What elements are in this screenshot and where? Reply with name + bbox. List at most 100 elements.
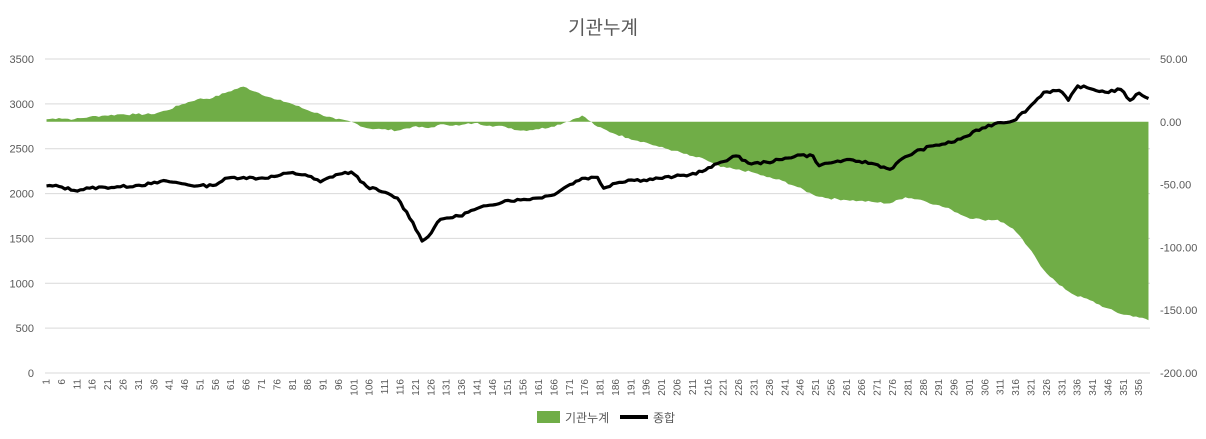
- x-tick-label-256: 256: [826, 379, 837, 396]
- x-axis: 1 6 11 16 21 26 31 36 41 46 51 56 61 66 71 76 81 86 91 96 10…: [42, 379, 1146, 396]
- x-tick-label-76: 76: [272, 379, 283, 391]
- x-tick-label-66: 66: [242, 379, 253, 391]
- x-tick-label-61: 61: [226, 379, 237, 391]
- x-tick-label-311: 311: [996, 379, 1007, 395]
- x-tick-label-176: 176: [580, 379, 591, 396]
- x-tick-label-196: 196: [642, 379, 653, 396]
- x-tick-label-221: 221: [719, 379, 730, 396]
- x-tick-label-286: 286: [919, 379, 930, 396]
- legend-swatch-area: [537, 411, 560, 423]
- left-tick-label-6: 3000: [10, 99, 34, 111]
- x-tick-label-321: 321: [1026, 379, 1037, 396]
- x-tick-label-146: 146: [488, 379, 499, 396]
- x-tick-label-116: 116: [396, 379, 407, 395]
- x-tick-label-51: 51: [195, 379, 206, 391]
- x-tick-label-11: 11: [72, 379, 83, 390]
- x-tick-label-161: 161: [534, 379, 545, 396]
- x-tick-label-36: 36: [149, 379, 160, 391]
- right-axis: 50.00 0.00 -50.00 -100.00 -150.00 -200.00: [1160, 54, 1197, 380]
- x-tick-label-281: 281: [903, 379, 914, 396]
- left-tick-label-7: 3500: [10, 54, 34, 66]
- x-tick-label-191: 191: [626, 379, 637, 396]
- x-tick-label-71: 71: [257, 379, 268, 391]
- x-tick-label-156: 156: [519, 379, 530, 396]
- x-tick-label-261: 261: [842, 379, 853, 396]
- x-tick-label-16: 16: [88, 379, 99, 391]
- left-tick-label-5: 2500: [10, 144, 34, 156]
- right-tick-label-4: -150.00: [1160, 305, 1197, 317]
- x-tick-label-316: 316: [1011, 379, 1022, 396]
- x-tick-label-351: 351: [1119, 379, 1130, 396]
- x-tick-label-96: 96: [334, 379, 345, 391]
- x-tick-label-141: 141: [472, 379, 483, 396]
- x-tick-label-151: 151: [503, 379, 514, 396]
- legend: 기관누계 종합: [537, 411, 675, 425]
- legend-label-line: 종합: [653, 411, 675, 425]
- x-tick-label-56: 56: [211, 379, 222, 391]
- left-tick-label-1: 500: [16, 323, 34, 335]
- x-tick-label-241: 241: [780, 379, 791, 396]
- right-tick-label-0: 50.00: [1160, 54, 1188, 66]
- x-tick-label-86: 86: [303, 379, 314, 391]
- x-tick-label-236: 236: [765, 379, 776, 396]
- x-tick-label-356: 356: [1134, 379, 1145, 396]
- x-tick-label-336: 336: [1073, 379, 1084, 396]
- x-tick-label-186: 186: [611, 379, 622, 396]
- x-tick-label-306: 306: [980, 379, 991, 396]
- x-tick-label-101: 101: [349, 379, 360, 396]
- x-tick-label-91: 91: [319, 379, 330, 391]
- x-tick-label-231: 231: [749, 379, 760, 396]
- x-tick-label-216: 216: [703, 379, 714, 396]
- left-axis: 0 500 1000 1500 2000 2500 3000 3500: [10, 54, 34, 380]
- area-series: [46, 86, 1149, 321]
- x-tick-label-21: 21: [103, 379, 114, 391]
- x-tick-label-271: 271: [873, 379, 884, 396]
- x-tick-label-201: 201: [657, 379, 668, 396]
- x-tick-label-111: 111: [380, 379, 391, 395]
- x-tick-label-121: 121: [411, 379, 422, 396]
- x-tick-label-211: 211: [688, 379, 699, 395]
- x-tick-label-346: 346: [1103, 379, 1114, 396]
- x-tick-label-266: 266: [857, 379, 868, 396]
- x-tick-label-206: 206: [673, 379, 684, 396]
- x-tick-label-331: 331: [1057, 379, 1068, 396]
- x-tick-label-126: 126: [426, 379, 437, 396]
- x-tick-label-226: 226: [734, 379, 745, 396]
- x-tick-label-106: 106: [365, 379, 376, 396]
- right-tick-label-5: -200.00: [1160, 368, 1197, 380]
- x-tick-label-341: 341: [1088, 379, 1099, 396]
- line-series: [46, 84, 1150, 243]
- x-tick-label-296: 296: [950, 379, 961, 396]
- x-tick-label-276: 276: [888, 379, 899, 396]
- chart-title: 기관누계: [568, 17, 638, 39]
- x-tick-label-326: 326: [1042, 379, 1053, 396]
- legend-label-area: 기관누계: [565, 411, 609, 425]
- x-tick-label-301: 301: [965, 379, 976, 396]
- left-tick-label-0: 0: [28, 368, 34, 380]
- x-tick-label-26: 26: [118, 379, 129, 391]
- area-series-path: [46, 86, 1149, 321]
- x-tick-label-131: 131: [442, 379, 453, 396]
- x-tick-label-246: 246: [796, 379, 807, 396]
- x-tick-label-6: 6: [57, 379, 68, 385]
- left-tick-label-3: 1500: [10, 233, 34, 245]
- line-series-path: [46, 84, 1150, 243]
- x-tick-label-41: 41: [165, 379, 176, 391]
- x-tick-label-136: 136: [457, 379, 468, 396]
- x-tick-label-46: 46: [180, 379, 191, 391]
- left-tick-label-4: 2000: [10, 189, 34, 201]
- right-tick-label-3: -100.00: [1160, 242, 1197, 254]
- right-tick-label-1: 0.00: [1160, 117, 1181, 129]
- right-tick-label-2: -50.00: [1160, 180, 1191, 192]
- x-tick-label-291: 291: [934, 379, 945, 396]
- x-tick-label-171: 171: [565, 379, 576, 396]
- left-tick-label-2: 1000: [10, 278, 34, 290]
- x-tick-label-251: 251: [811, 379, 822, 396]
- x-tick-label-1: 1: [42, 379, 53, 385]
- x-tick-label-81: 81: [288, 379, 299, 391]
- x-tick-label-181: 181: [596, 379, 607, 396]
- x-tick-label-31: 31: [134, 379, 145, 391]
- x-tick-label-166: 166: [549, 379, 560, 396]
